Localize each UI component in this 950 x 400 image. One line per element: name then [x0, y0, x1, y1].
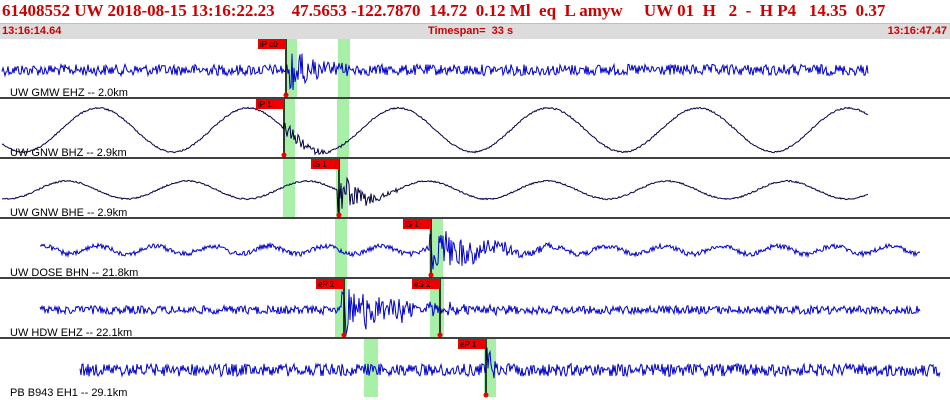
channel-label: UW GNW BHZ -- 2.9km	[10, 147, 127, 159]
pick-dot	[483, 392, 489, 398]
waveform-trace	[39, 289, 921, 335]
pick-label: iS 1	[405, 220, 419, 229]
pick-dot	[283, 92, 289, 98]
channel-row[interactable]: iS 1 UW GNW BHE -- 2.9km	[0, 159, 950, 219]
timespan-readout: Timespan= 33 s	[428, 25, 514, 37]
channel-label: UW GMW EHZ -- 2.0km	[10, 87, 128, 99]
end-time: 13:16:47.47	[887, 25, 947, 37]
pick-flag[interactable]	[258, 39, 286, 49]
pick-flag[interactable]	[403, 219, 431, 229]
waveform-trace	[1, 53, 869, 91]
channel-row[interactable]: eP 1 PB B943 EH1 -- 29.1km	[10, 339, 941, 399]
channel-row[interactable]: iP c0 UW GMW EHZ -- 2.0km	[0, 39, 950, 99]
pick-window-highlight	[337, 99, 349, 157]
pick-window-highlight	[283, 159, 295, 217]
channel-label: UW HDW EHZ -- 22.1km	[10, 327, 132, 339]
pick-label: iP 1	[258, 100, 272, 109]
pick-label: eS 2	[414, 280, 431, 289]
pick-window-highlight	[364, 339, 378, 397]
waveform-trace	[1, 176, 869, 213]
event-summary-title: 61408552 UW 2018-08-15 13:16:22.23 47.56…	[2, 1, 886, 20]
pick-dot	[428, 272, 434, 278]
channel-row[interactable]: eP 2 eS 2 UW HDW EHZ -- 22.1km	[0, 279, 950, 339]
pick-dot	[336, 212, 342, 218]
channel-row[interactable]: iP 1 UW GNW BHZ -- 2.9km	[0, 99, 950, 159]
pick-dot	[341, 332, 347, 338]
pick-label: eP 1	[460, 340, 477, 349]
pick-flag[interactable]	[412, 279, 440, 289]
pick-label: eP 2	[318, 280, 335, 289]
pick-window-highlight	[285, 39, 297, 97]
channel-label: UW GNW BHE -- 2.9km	[10, 207, 127, 219]
start-time: 13:16:14.64	[2, 25, 62, 37]
channel-label: PB B943 EH1 -- 29.1km	[10, 387, 127, 399]
pick-dot	[281, 152, 287, 158]
pick-window-highlight	[338, 39, 350, 97]
channel-row[interactable]: iS 1 UW DOSE BHN -- 21.8km	[0, 219, 950, 279]
pick-flag[interactable]	[311, 159, 339, 169]
waveform-trace	[39, 231, 921, 270]
time-bar: 13:16:14.64 Timespan= 33 s 13:16:47.47	[0, 23, 950, 39]
waveform-trace	[1, 106, 869, 156]
pick-label: iS 1	[313, 160, 327, 169]
waveform-trace	[79, 347, 941, 379]
pick-dot	[437, 332, 443, 338]
pick-flag[interactable]	[316, 279, 344, 289]
pick-flag[interactable]	[256, 99, 284, 109]
pick-flag[interactable]	[458, 339, 486, 349]
channel-label: UW DOSE BHN -- 21.8km	[10, 267, 138, 279]
seismogram-panel[interactable]: iP c0 UW GMW EHZ -- 2.0km iP 1 UW GNW BHZ -…	[0, 38, 950, 400]
event-header: 61408552 UW 2018-08-15 13:16:22.23 47.56…	[0, 0, 950, 39]
pick-label: iP c0	[260, 40, 278, 49]
